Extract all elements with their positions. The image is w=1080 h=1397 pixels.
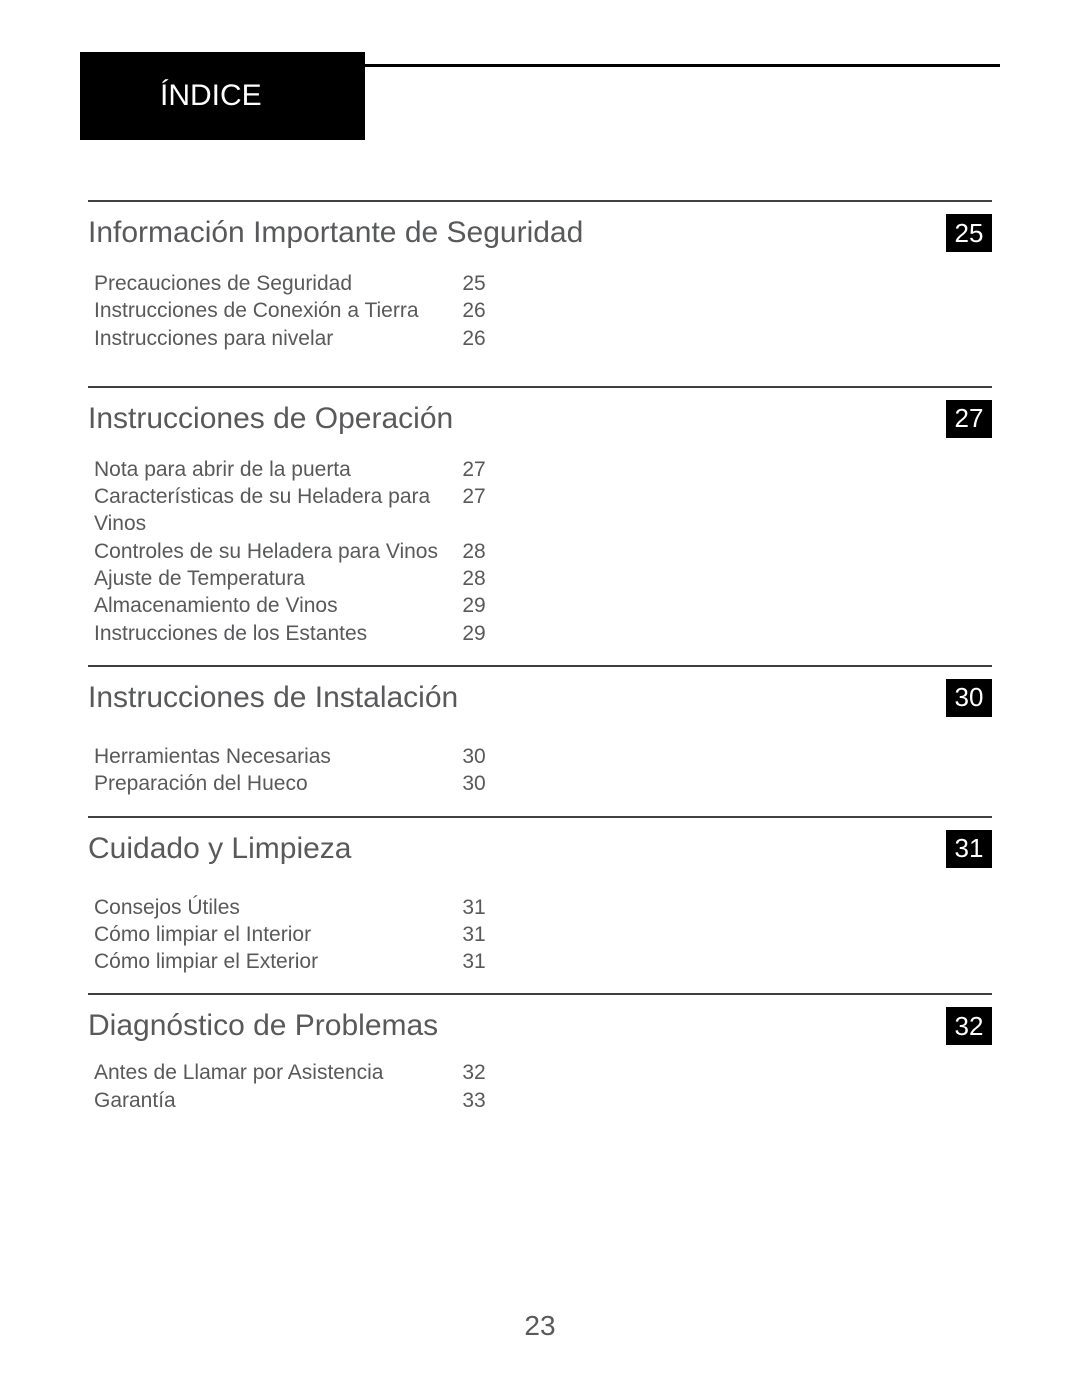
toc-item-page: 31 (449, 921, 499, 948)
toc-item-page: 32 (449, 1059, 499, 1086)
toc-section: Instrucciones de Instalación 30 Herramie… (88, 665, 992, 816)
toc-item-page: 28 (449, 538, 499, 565)
page-number: 23 (0, 1310, 1080, 1342)
toc-item: Garantía 33 (94, 1087, 992, 1114)
section-items: Precauciones de Seguridad 25 Instruccion… (88, 270, 992, 352)
toc-item-label: Cómo limpiar el Interior (94, 921, 449, 948)
toc-item: Ajuste de Temperatura 28 (94, 565, 992, 592)
section-items: Consejos Útiles 31 Cómo limpiar el Inter… (88, 894, 992, 976)
toc-item-page: 29 (449, 620, 499, 647)
toc-item-label: Consejos Útiles (94, 894, 449, 921)
toc-item-page: 31 (449, 894, 499, 921)
toc-item-label: Cómo limpiar el Exterior (94, 948, 449, 975)
toc-item: Consejos Útiles 31 (94, 894, 992, 921)
toc-item-label: Instrucciones para nivelar (94, 325, 449, 352)
toc-item-label: Ajuste de Temperatura (94, 565, 449, 592)
toc-item-label: Herramientas Necesarias (94, 743, 449, 770)
toc-item: Instrucciones para nivelar 26 (94, 325, 992, 352)
toc-item: Almacenamiento de Vinos 29 (94, 592, 992, 619)
toc-item-page: 33 (449, 1087, 499, 1114)
toc-item-page: 30 (449, 743, 499, 770)
section-title: Información Importante de Seguridad (88, 212, 583, 250)
toc-section: Cuidado y Limpieza 31 Consejos Útiles 31… (88, 816, 992, 994)
toc-item: Instrucciones de los Estantes 29 (94, 620, 992, 647)
section-header: Diagnóstico de Problemas 32 (88, 995, 992, 1045)
toc-item-page: 27 (449, 483, 499, 538)
toc-item: Antes de Llamar por Asistencia 32 (94, 1059, 992, 1086)
toc-item-label: Controles de su Heladera para Vinos (94, 538, 449, 565)
toc-section: Instrucciones de Operación 27 Nota para … (88, 386, 992, 665)
toc-item: Controles de su Heladera para Vinos 28 (94, 538, 992, 565)
toc-item-label: Instrucciones de Conexión a Tierra (94, 297, 449, 324)
section-items: Antes de Llamar por Asistencia 32 Garant… (88, 1059, 992, 1114)
toc-item-page: 26 (449, 325, 499, 352)
toc-item: Cómo limpiar el Interior 31 (94, 921, 992, 948)
page-badge: 27 (946, 400, 992, 438)
section-header: Instrucciones de Instalación 30 (88, 667, 992, 717)
toc-item: Nota para abrir de la puerta 27 (94, 456, 992, 483)
toc-item-page: 28 (449, 565, 499, 592)
page-badge: 25 (946, 214, 992, 252)
section-items: Herramientas Necesarias 30 Preparación d… (88, 743, 992, 798)
page-badge: 32 (946, 1007, 992, 1045)
section-title: Cuidado y Limpieza (88, 828, 351, 866)
toc-item-page: 26 (449, 297, 499, 324)
toc-item: Herramientas Necesarias 30 (94, 743, 992, 770)
section-header: Cuidado y Limpieza 31 (88, 818, 992, 868)
toc-item-page: 31 (449, 948, 499, 975)
toc-item: Instrucciones de Conexión a Tierra 26 (94, 297, 992, 324)
toc-section: Diagnóstico de Problemas 32 Antes de Lla… (88, 993, 992, 1132)
toc-item-label: Precauciones de Seguridad (94, 270, 449, 297)
toc-item-label: Características de su Heladera para Vino… (94, 483, 449, 538)
toc-item-label: Nota para abrir de la puerta (94, 456, 449, 483)
section-title: Diagnóstico de Problemas (88, 1005, 438, 1043)
title-tab-text: ÍNDICE (160, 79, 262, 113)
toc-content: Información Importante de Seguridad 25 P… (88, 200, 992, 1132)
title-tab: ÍNDICE (80, 52, 365, 140)
section-title: Instrucciones de Operación (88, 398, 453, 436)
toc-item-label: Garantía (94, 1087, 449, 1114)
page-badge: 30 (946, 679, 992, 717)
toc-item-page: 27 (449, 456, 499, 483)
toc-item-label: Antes de Llamar por Asistencia (94, 1059, 449, 1086)
toc-item-label: Instrucciones de los Estantes (94, 620, 449, 647)
toc-item-page: 25 (449, 270, 499, 297)
toc-item-page: 29 (449, 592, 499, 619)
section-header: Información Importante de Seguridad 25 (88, 202, 992, 252)
toc-item-page: 30 (449, 770, 499, 797)
section-header: Instrucciones de Operación 27 (88, 388, 992, 438)
toc-item: Preparación del Hueco 30 (94, 770, 992, 797)
section-items: Nota para abrir de la puerta 27 Caracter… (88, 456, 992, 647)
section-title: Instrucciones de Instalación (88, 677, 458, 715)
toc-section: Información Importante de Seguridad 25 P… (88, 200, 992, 386)
toc-item: Precauciones de Seguridad 25 (94, 270, 992, 297)
toc-item-label: Preparación del Hueco (94, 770, 449, 797)
toc-item: Cómo limpiar el Exterior 31 (94, 948, 992, 975)
page-badge: 31 (946, 830, 992, 868)
page: ÍNDICE Información Importante de Segurid… (0, 0, 1080, 1397)
toc-item-label: Almacenamiento de Vinos (94, 592, 449, 619)
toc-item: Características de su Heladera para Vino… (94, 483, 992, 538)
